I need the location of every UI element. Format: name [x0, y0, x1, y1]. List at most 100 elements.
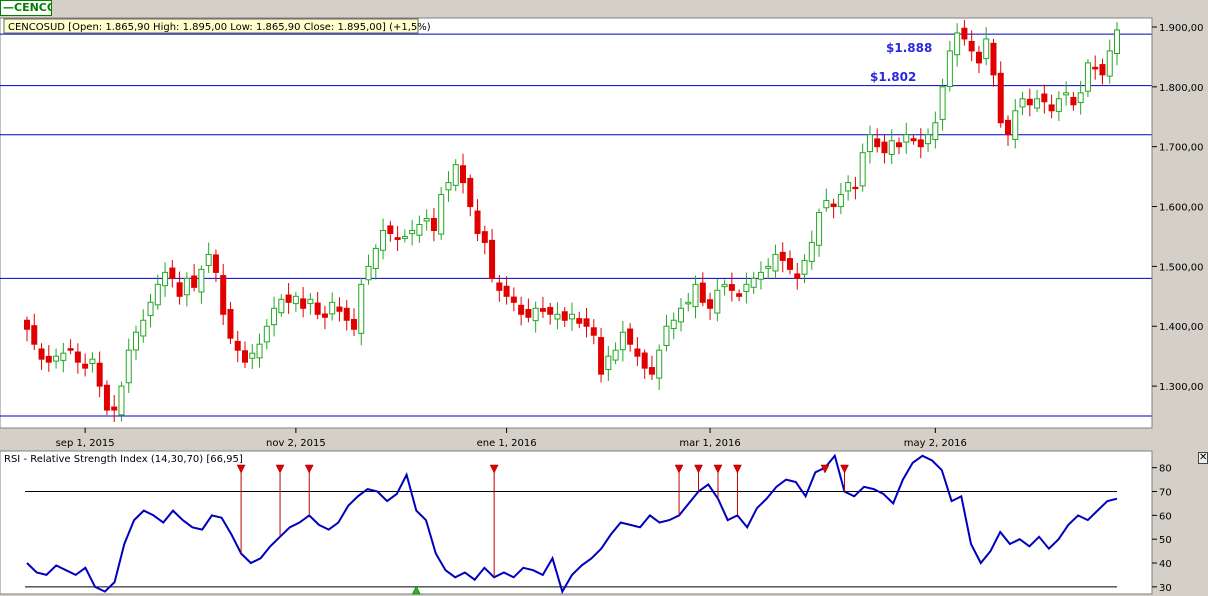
price-plot-area[interactable] [0, 17, 1153, 429]
candle-body [641, 352, 648, 369]
candle-body [685, 301, 692, 305]
price-y-tick-label: 1.700,00 [1159, 143, 1204, 154]
candle-body [430, 217, 437, 231]
candle-body [699, 282, 706, 303]
candle-body [416, 223, 423, 236]
sell-signal-marker [275, 464, 285, 474]
candle-body [852, 186, 859, 190]
candle-body [60, 352, 67, 361]
rsi-plot-area[interactable] [0, 450, 1153, 595]
candle-body [162, 271, 169, 287]
price-x-tick-label: may 2, 2016 [904, 438, 967, 449]
candle-body [118, 385, 125, 416]
rsi-title: RSI - Relative Strength Index (14,30,70)… [4, 454, 243, 465]
candle-body [503, 285, 510, 297]
candle-body [866, 134, 873, 153]
sell-signal-marker [674, 464, 684, 474]
candle-body [881, 141, 888, 154]
price-y-tick-label: 1.300,00 [1159, 382, 1204, 393]
candle-body [154, 283, 161, 306]
candle-body [300, 298, 307, 309]
candle-body [198, 268, 205, 293]
candle-body [401, 235, 408, 239]
rsi-y-tick-label: 40 [1159, 559, 1172, 570]
candle-body [757, 271, 764, 280]
candle-body [249, 352, 256, 359]
candle-body [525, 308, 532, 318]
candle-body [351, 318, 357, 330]
candle-body [569, 313, 575, 320]
price-x-tick-label: sep 1, 2015 [56, 438, 115, 449]
rsi-reference-lines [25, 491, 1117, 588]
price-y-tick-label: 1.400,00 [1159, 322, 1204, 333]
candle-body [874, 138, 881, 148]
candle-body [438, 194, 445, 235]
candle-body [1048, 104, 1055, 112]
candle-body [140, 319, 147, 337]
candle-body [336, 306, 343, 312]
candle-body [31, 325, 38, 345]
candle-body [779, 251, 786, 261]
sell-signal-marker [304, 464, 314, 474]
candle-body [147, 301, 154, 317]
candle-body [932, 122, 939, 140]
price-x-tick-label: mar 1, 2016 [679, 438, 740, 449]
candle-body [808, 241, 815, 262]
candle-body [837, 194, 844, 208]
candlestick-series [24, 19, 1120, 422]
candle-body [787, 258, 793, 270]
rsi-title-bg [2, 452, 230, 465]
candle-body [278, 298, 285, 314]
buy-signal-marker [411, 585, 421, 595]
candle-body [394, 237, 401, 240]
candle-body [896, 142, 902, 148]
candle-body [103, 384, 110, 411]
candle-body [191, 275, 198, 288]
candle-body [765, 265, 772, 269]
candle-body [561, 311, 568, 321]
candle-body [1063, 92, 1070, 96]
candle-body [227, 308, 234, 339]
candle-body [481, 231, 488, 243]
candle-body [743, 283, 750, 293]
candle-body [736, 293, 743, 297]
candle-body [380, 229, 387, 251]
candle-body [903, 134, 910, 143]
candle-body [772, 253, 779, 272]
price-y-tick-label: 1.800,00 [1159, 83, 1204, 94]
candle-body [532, 307, 539, 322]
price-info-box [3, 18, 419, 34]
candle-body [460, 165, 466, 184]
candle-body [96, 362, 103, 387]
candle-body [467, 177, 474, 208]
candle-body [1077, 92, 1084, 104]
candle-body [89, 358, 96, 365]
candle-body [975, 51, 982, 64]
candle-body [634, 348, 641, 357]
candle-body [387, 225, 394, 234]
candle-body [1055, 98, 1062, 112]
close-panel-button[interactable]: ✕ [1198, 452, 1208, 464]
candle-body [692, 283, 699, 308]
candle-body [583, 318, 590, 327]
candle-body [946, 50, 953, 88]
candle-body [212, 254, 219, 273]
candle-body [358, 283, 365, 334]
candle-body [619, 331, 626, 351]
candle-body [74, 351, 81, 363]
candle-body [590, 327, 597, 336]
candle-body [321, 313, 328, 318]
candle-body [801, 259, 808, 275]
candle-body [518, 304, 525, 315]
candle-body [1034, 98, 1041, 109]
symbol-tag[interactable]: —CENCOSUD [0, 0, 52, 16]
candle-body [1019, 98, 1026, 108]
candle-body [721, 283, 728, 288]
sell-signal-marker [713, 464, 723, 474]
rsi-y-tick-label: 70 [1159, 488, 1172, 499]
candle-body [954, 32, 961, 56]
candle-body [1092, 66, 1099, 70]
candle-body [125, 349, 132, 384]
candle-body [489, 239, 496, 279]
